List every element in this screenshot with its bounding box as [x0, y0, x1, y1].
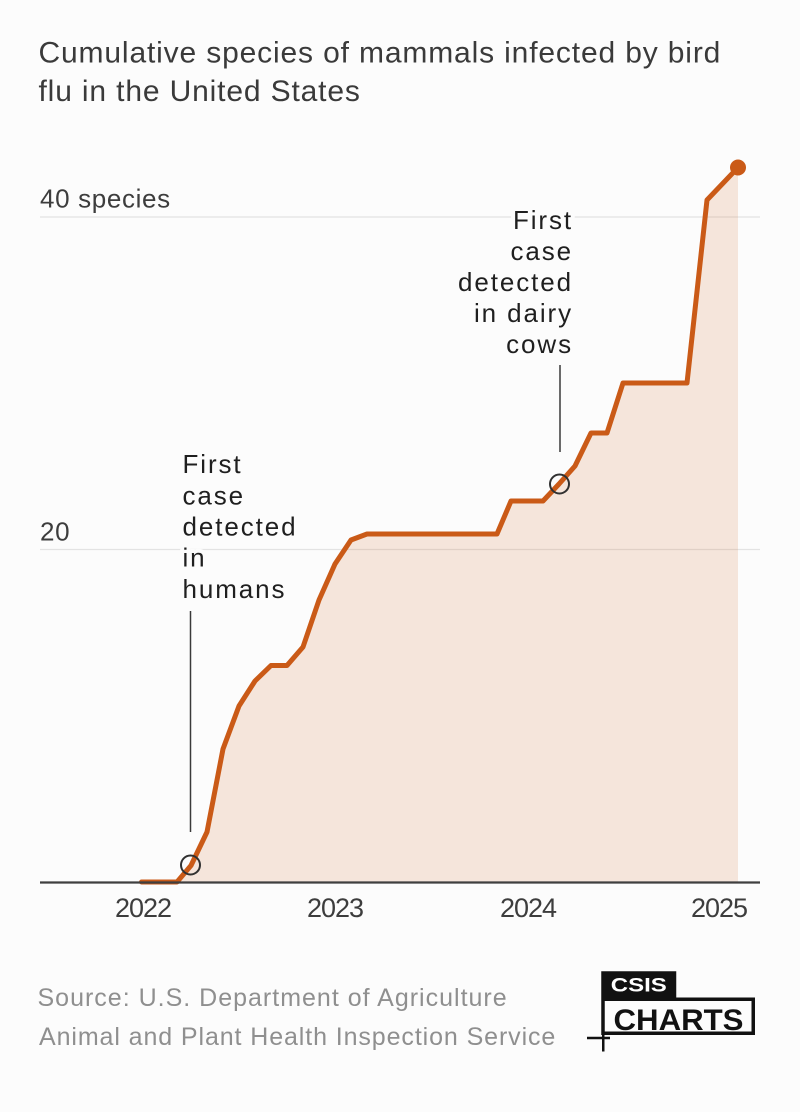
svg-text:CHARTS: CHARTS	[614, 1004, 744, 1037]
svg-text:Cumulative species of mammals: Cumulative species of mammals infected b…	[39, 37, 722, 70]
svg-text:case: case	[510, 236, 573, 266]
svg-text:2025: 2025	[691, 893, 747, 923]
svg-text:Animal and Plant Health Inspec: Animal and Plant Health Inspection Servi…	[39, 1023, 556, 1051]
svg-text:CSIS: CSIS	[611, 974, 667, 996]
svg-text:in: in	[183, 543, 207, 573]
svg-text:Source: U.S. Department of Agr: Source: U.S. Department of Agriculture	[38, 984, 508, 1012]
svg-text:20: 20	[40, 517, 70, 547]
svg-text:2023: 2023	[307, 893, 363, 923]
svg-text:flu in the United States: flu in the United States	[39, 75, 361, 108]
svg-text:in dairy: in dairy	[474, 298, 573, 328]
svg-text:First: First	[513, 205, 573, 235]
svg-text:case: case	[183, 480, 246, 510]
svg-text:2022: 2022	[115, 893, 171, 923]
svg-text:cows: cows	[506, 329, 573, 359]
svg-text:2024: 2024	[500, 893, 557, 923]
svg-text:40 species: 40 species	[40, 184, 171, 214]
svg-text:humans: humans	[183, 574, 287, 604]
svg-text:detected: detected	[458, 267, 573, 297]
svg-text:detected: detected	[183, 511, 298, 541]
svg-text:First: First	[183, 449, 243, 479]
